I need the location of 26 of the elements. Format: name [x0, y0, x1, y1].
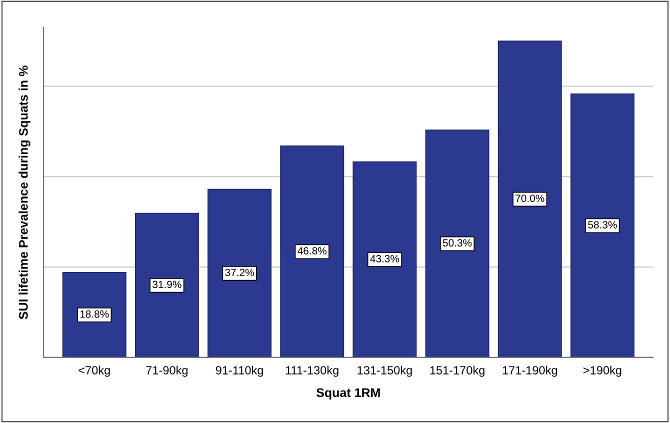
- x-tick-label: 111-130kg: [286, 366, 338, 377]
- data-label: 50.3%: [442, 239, 472, 247]
- x-tick-label: 131-150kg: [358, 366, 412, 377]
- x-tick-label: 171-190kg: [502, 366, 557, 377]
- bar: [425, 130, 490, 358]
- bar: [280, 145, 344, 358]
- data-label: 70.0%: [516, 194, 544, 202]
- bar: [208, 188, 272, 358]
- bar: [62, 272, 126, 358]
- x-tick-label: 91-110kg: [216, 366, 263, 377]
- data-label: 18.8%: [80, 310, 109, 318]
- y-axis-title: SUI lifetime Prevalence during Squats in %: [18, 66, 30, 320]
- data-label: 37.2%: [225, 268, 254, 276]
- data-label: 58.3%: [588, 221, 617, 228]
- x-tick-label: <70kg: [78, 366, 110, 377]
- data-label: 46.8%: [298, 247, 327, 254]
- bar: [134, 212, 199, 358]
- x-axis-title: Squat 1RM: [316, 388, 380, 400]
- data-label: 43.3%: [370, 255, 400, 262]
- x-tick-label: 151-170kg: [430, 366, 484, 377]
- data-label: 31.9%: [152, 280, 182, 288]
- bar: [352, 161, 417, 358]
- x-tick-label: >190kg: [583, 366, 622, 377]
- x-tick-label: 71-90kg: [146, 366, 188, 377]
- bar: [570, 94, 634, 358]
- bar: [498, 40, 562, 358]
